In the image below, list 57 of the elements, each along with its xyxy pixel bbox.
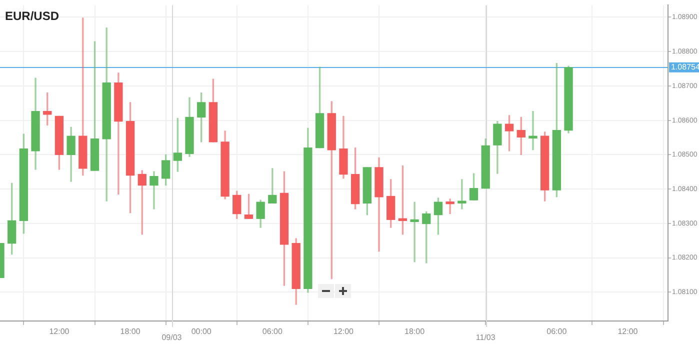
- candlestick: [481, 138, 490, 189]
- candlestick: [374, 157, 384, 252]
- candlestick: [138, 170, 146, 235]
- candlestick: [232, 190, 242, 219]
- candlestick: [126, 102, 135, 214]
- ref-line-label: 09/03: [162, 333, 182, 342]
- candlestick: [66, 126, 76, 182]
- candlestick: [493, 121, 502, 174]
- candlestick: [362, 167, 372, 216]
- x-tick-label: 18:00: [404, 327, 426, 336]
- x-tick-label: 06:00: [262, 327, 283, 336]
- candlestick: [54, 116, 64, 170]
- candlestick: [386, 179, 396, 228]
- candlestick: [540, 132, 550, 202]
- candlestick: [197, 92, 206, 142]
- candlestick: [434, 198, 443, 235]
- candlestick: [564, 66, 573, 134]
- candlestick: [516, 116, 526, 156]
- x-tick-label: 12:00: [49, 327, 70, 336]
- candlestick: [422, 211, 431, 264]
- candlestick: [327, 101, 336, 280]
- candlestick: [268, 168, 277, 204]
- x-tick-label: 00:00: [191, 327, 212, 336]
- candlestick: [504, 115, 514, 152]
- chart-title: EUR/USD: [5, 9, 60, 23]
- candlestick: [43, 92, 52, 126]
- candlestick: [410, 202, 419, 262]
- candlestick: [458, 179, 466, 210]
- candlestick: [150, 171, 158, 210]
- candlestick: [114, 72, 123, 195]
- candlestick: [173, 118, 182, 172]
- candlestick: [446, 198, 454, 214]
- x-tick-label: 12:00: [333, 327, 354, 336]
- candlestick: [185, 97, 194, 158]
- x-tick-label: 06:00: [546, 327, 568, 336]
- candlestick: [398, 165, 408, 235]
- candlestick: [161, 154, 170, 186]
- candlestick: [552, 62, 561, 198]
- x-tick-label: 18:00: [120, 327, 141, 336]
- candlestick: [78, 18, 88, 176]
- ref-line-label: 11/03: [476, 333, 496, 342]
- candlestick: [469, 173, 478, 200]
- candlestick: [315, 66, 324, 148]
- candlestick: [350, 147, 360, 210]
- candlestick: [102, 28, 111, 202]
- candlestick: [339, 116, 348, 179]
- candlestick: [208, 78, 218, 142]
- candlestick: [244, 194, 254, 219]
- candlestick: [256, 200, 265, 228]
- candlestick: [19, 134, 28, 234]
- candlestick: [31, 78, 40, 170]
- candlestick: [280, 171, 289, 286]
- candlestick: [220, 130, 230, 200]
- candlestick: [292, 238, 300, 305]
- candlestick: [8, 182, 16, 255]
- x-tick-label: 12:00: [618, 327, 638, 336]
- candlestick: [528, 111, 538, 150]
